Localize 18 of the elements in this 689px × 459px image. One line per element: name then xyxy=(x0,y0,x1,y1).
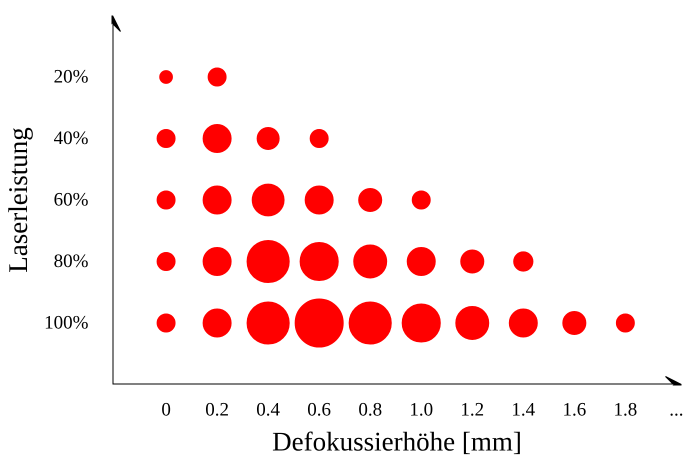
x-tick-label: 0.8 xyxy=(358,400,382,420)
x-tick-label: 0.4 xyxy=(256,400,281,420)
x-tick-label: 1.2 xyxy=(460,400,484,420)
x-tick-label: 0.2 xyxy=(205,400,229,420)
x-tick-label: 0 xyxy=(161,400,171,420)
x-tick-label: 1.4 xyxy=(511,400,536,420)
x-tick-label: 1.0 xyxy=(409,400,434,420)
y-tick-label: 100% xyxy=(44,312,89,334)
y-tick-label: 60% xyxy=(54,190,89,210)
x-tick-label: 1.6 xyxy=(562,400,586,420)
y-axis-title: Laserleistung xyxy=(3,127,34,273)
y-tick-label: 20% xyxy=(54,66,89,88)
x-tick-label: 0.6 xyxy=(307,400,332,420)
x-axis-title: Defokussierhöhe [mm] xyxy=(272,426,522,456)
x-tick-label: ... xyxy=(669,400,684,420)
y-tick-label: 40% xyxy=(54,128,89,149)
x-tick-label: 1.8 xyxy=(613,400,638,420)
y-tick-label: 80% xyxy=(54,251,89,272)
